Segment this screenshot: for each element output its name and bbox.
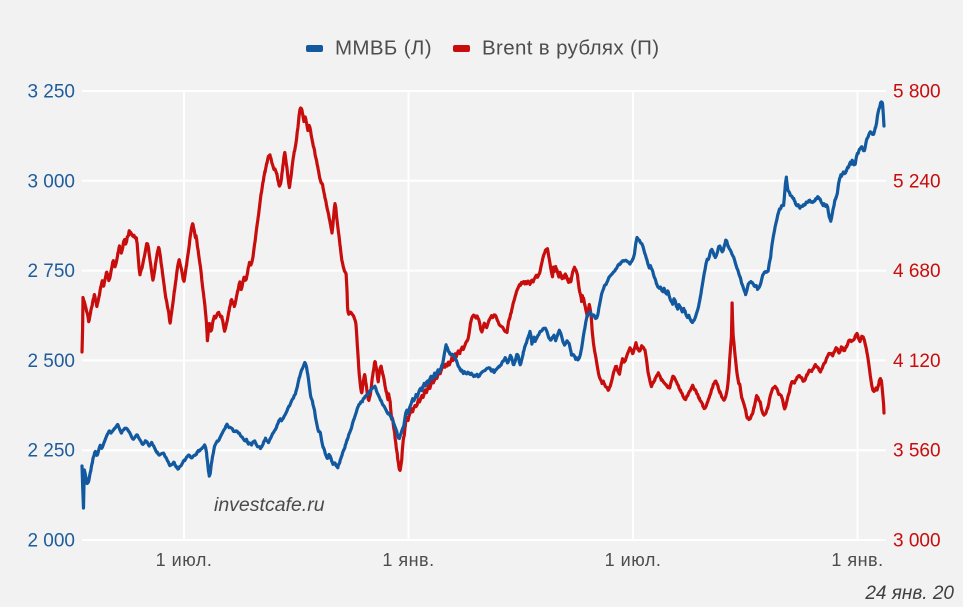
svg-text:24 янв. 20: 24 янв. 20 xyxy=(864,583,954,604)
svg-text:2 250: 2 250 xyxy=(27,441,75,462)
svg-text:Brent в рублях (П): Brent в рублях (П) xyxy=(482,37,659,60)
svg-text:1 июл.: 1 июл. xyxy=(156,550,213,570)
svg-text:ММВБ (Л): ММВБ (Л) xyxy=(335,37,432,60)
svg-text:investcafe.ru: investcafe.ru xyxy=(214,494,325,516)
svg-text:1 июл.: 1 июл. xyxy=(605,550,662,570)
svg-text:4 120: 4 120 xyxy=(893,351,941,372)
svg-text:3 250: 3 250 xyxy=(27,82,75,103)
svg-text:3 000: 3 000 xyxy=(893,531,941,552)
svg-text:5 800: 5 800 xyxy=(893,82,941,103)
svg-text:2 750: 2 750 xyxy=(27,261,75,282)
svg-text:5 240: 5 240 xyxy=(893,171,941,192)
svg-text:2 500: 2 500 xyxy=(27,351,75,372)
svg-text:3 560: 3 560 xyxy=(893,441,941,462)
svg-text:1 янв.: 1 янв. xyxy=(831,550,883,570)
svg-text:4 680: 4 680 xyxy=(893,261,941,282)
svg-text:1 янв.: 1 янв. xyxy=(382,550,434,570)
svg-text:2 000: 2 000 xyxy=(27,531,75,552)
svg-text:3 000: 3 000 xyxy=(27,171,75,192)
